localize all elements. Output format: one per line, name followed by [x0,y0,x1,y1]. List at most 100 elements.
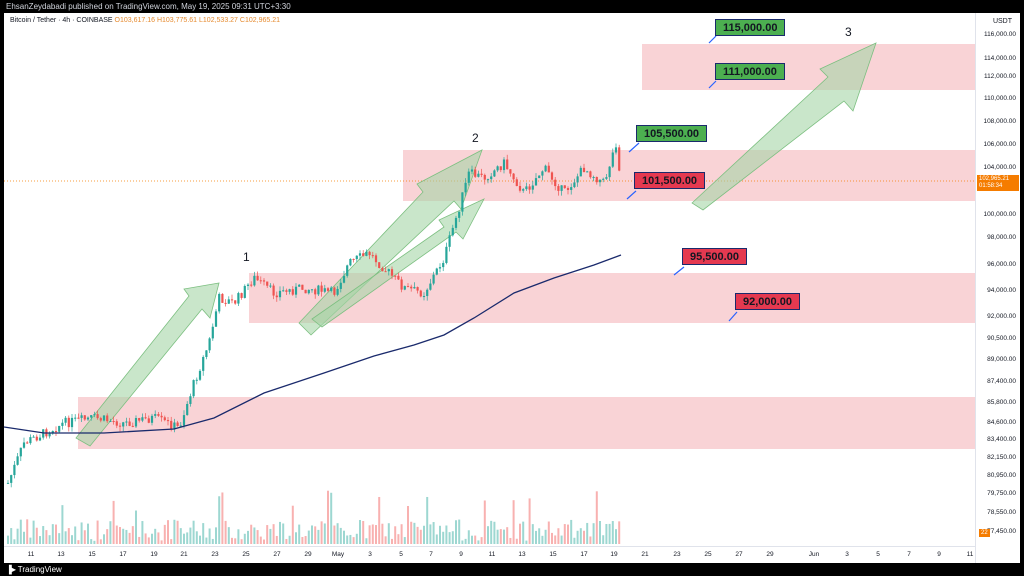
candle-body [179,425,182,427]
candle-body [262,280,266,282]
price-tick: 106,000.00 [983,141,1016,148]
candle-body [390,269,394,276]
price-tick: 116,000.00 [983,31,1016,38]
candle-body [566,188,570,190]
wave-label-2[interactable]: 2 [472,131,479,145]
volume-bar [307,530,310,544]
volume-bar [202,523,205,544]
candle-body [128,421,131,426]
time-axis[interactable]: 11 13 15 17 19 21 23 25 27 29 May 3 5 7 9 11 13 15 17 19 21 2… [4,546,975,564]
candle-body [90,415,93,418]
volume-bar [269,528,272,544]
candle-body [77,417,80,419]
time-tick: 11 [966,551,974,558]
volume-bar [611,521,614,544]
volume-bar [147,537,150,544]
candle-body [29,437,32,444]
arrow-wave-2b [311,198,485,328]
candle-body [586,171,589,173]
candle-body [573,182,576,188]
volume-bar [509,537,512,544]
volume-bar [576,530,579,544]
level-label-101500[interactable]: 101,500.00 [634,172,706,189]
candle-body [506,159,509,170]
level-label-115000[interactable]: 115,000.00 [715,19,786,36]
candle-body [314,289,317,295]
candle-body [218,293,221,312]
volume-bar [272,524,275,544]
arrow-wave-1 [75,282,220,447]
time-tick: Jun [808,551,820,558]
wave-label-1[interactable]: 1 [243,250,250,264]
candle-countdown: 01:58:34 [979,183,1003,189]
volume-bar [90,539,93,544]
volume-bar [586,522,589,544]
candle-body [278,290,282,298]
candle-body [589,171,592,178]
volume-bar [144,533,147,544]
volume-bar [96,520,99,544]
price-tick: 77,450.00 [987,528,1016,535]
candle-body [518,185,522,191]
price-plot[interactable] [4,13,975,546]
price-tick: 92,000.00 [987,313,1016,320]
candle-body [320,285,323,292]
candle-body [416,287,419,291]
candle-body [381,267,384,272]
volume-bar [378,496,381,544]
candle-body [317,285,320,295]
volume-bar [10,528,13,544]
volume-bar [74,526,77,544]
volume-bar [528,498,531,544]
volume-bar [157,532,160,544]
price-tick: 90,500.00 [987,335,1016,342]
price-tick: 79,750.00 [987,490,1016,497]
volume-bar [349,534,352,544]
ohlc-high: H103,775.61 [156,17,198,24]
volume-bar [301,536,304,544]
candle-body [346,265,349,276]
candle-body [170,420,173,430]
candle-body [339,282,342,289]
candle-body [243,285,246,298]
volume-bar [471,535,473,544]
volume-bar [112,500,115,544]
level-label-105500[interactable]: 105,500.00 [636,125,708,142]
time-tick: 9 [459,551,463,558]
volume-bar [263,539,265,544]
volume-bar [67,528,70,544]
candle-body [445,246,448,263]
level-label-92000[interactable]: 92,000.00 [735,293,800,310]
wave-label-3[interactable]: 3 [845,25,852,39]
volume-bar [371,524,374,544]
volume-bar [480,537,483,544]
candle-body [371,255,374,257]
candle-body [51,431,54,434]
price-axis[interactable]: USDT 116,000.00 114,000.00 112,000.00 11… [975,13,1020,563]
volume-bar [583,530,585,544]
level-label-95500[interactable]: 95,500.00 [682,248,747,265]
candle-body [19,447,22,457]
candle-body [240,293,243,298]
candle-body [102,415,106,421]
volume-bar [77,540,80,544]
candle-body [496,166,499,171]
candle-body [374,255,378,263]
volume-bar [247,530,249,544]
chart-pane[interactable]: Bitcoin / Tether · 4h · COINBASE O103,61… [4,13,1020,564]
price-tick: 100,000.00 [983,211,1016,218]
candle-body [502,159,506,171]
volume-bar [567,524,569,544]
volume-bar [205,537,208,544]
volume-bar [227,527,230,544]
candle-body [54,431,58,433]
candle-body [291,289,294,295]
time-tick: 15 [88,551,96,558]
level-label-111000[interactable]: 111,000.00 [715,63,785,80]
candle-body [166,420,170,422]
volume-bar [605,523,608,544]
volume-bar [128,532,131,544]
volume-bar [487,526,489,544]
time-tick: 29 [304,551,312,558]
volume-bar [522,521,525,544]
